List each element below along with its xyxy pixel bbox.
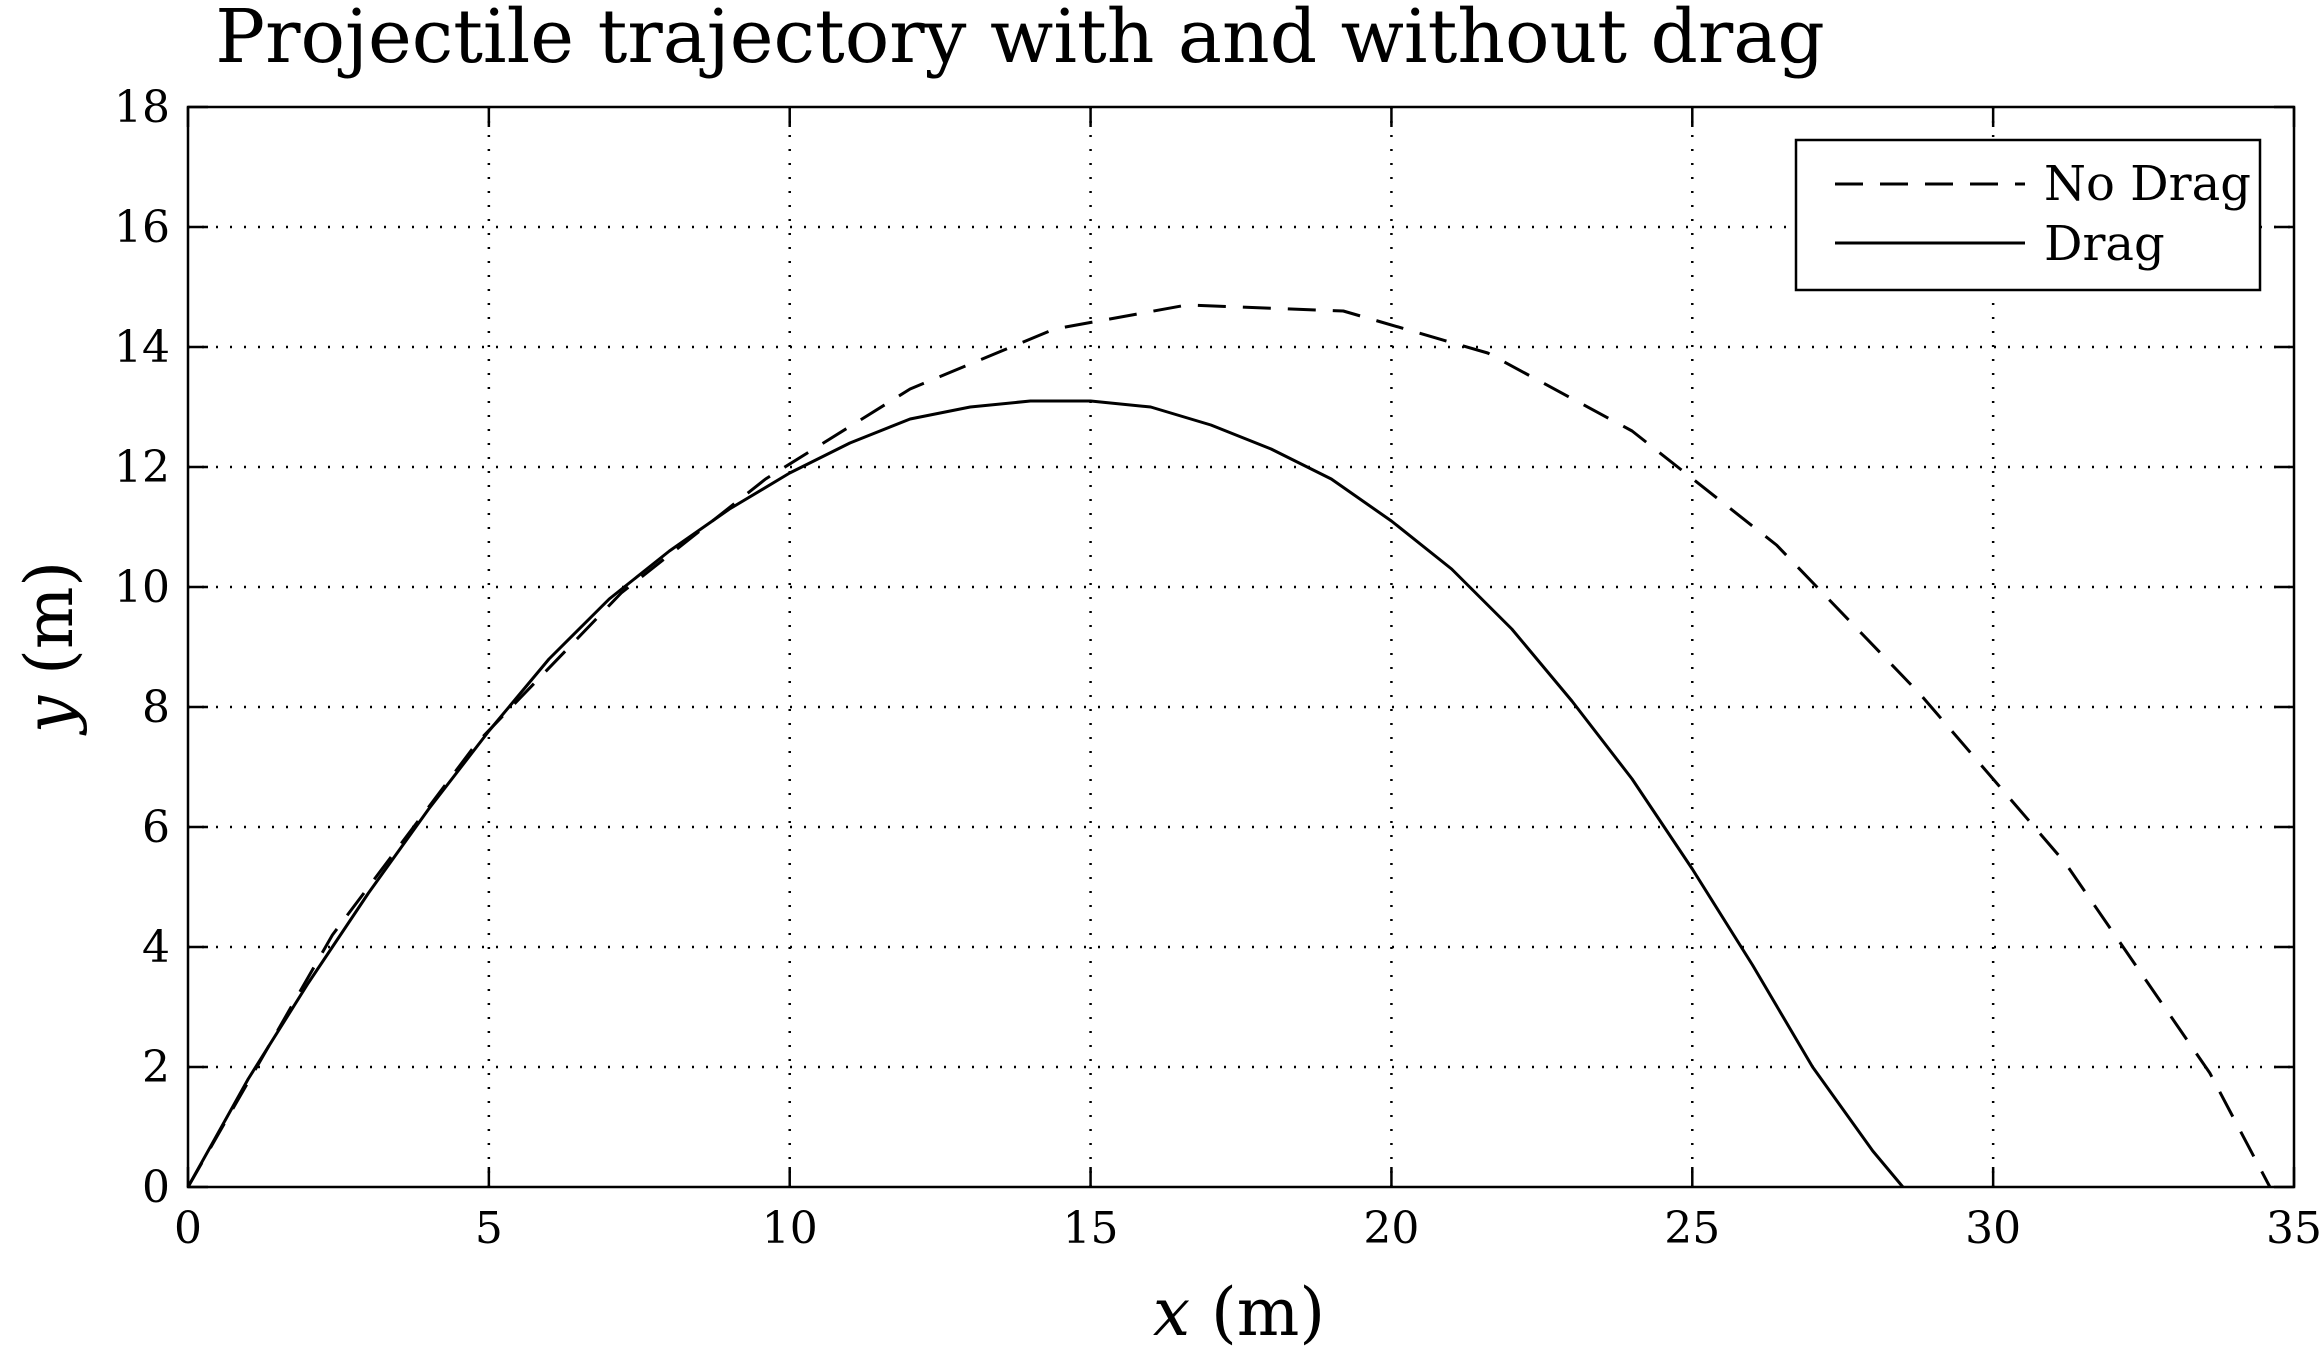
x-tick-label: 35 xyxy=(2266,1203,2320,1254)
y-tick-label: 14 xyxy=(114,322,170,373)
plot-area xyxy=(186,105,2296,1189)
y-tick-label: 12 xyxy=(114,442,170,493)
x-tick-label: 15 xyxy=(1063,1203,1119,1254)
x-tick-label: 5 xyxy=(475,1203,503,1254)
y-tick-label: 8 xyxy=(142,682,170,733)
chart-title: Projectile trajectory with and without d… xyxy=(215,0,1824,80)
series-lines xyxy=(186,303,2272,1188)
series-line-drag xyxy=(186,399,1905,1188)
legend: No Drag Drag xyxy=(1794,138,2262,292)
y-tick-label: 4 xyxy=(142,922,170,973)
x-tick-label: 0 xyxy=(174,1203,202,1254)
x-tick-label: 20 xyxy=(1363,1203,1419,1254)
y-tick-label: 16 xyxy=(114,202,170,253)
y-tick-label: 10 xyxy=(114,562,170,613)
x-tick-label: 25 xyxy=(1664,1203,1720,1254)
series-line-no-drag xyxy=(186,303,2272,1188)
x-axis-unit: (m) xyxy=(1190,1274,1325,1351)
x-tick-label: 30 xyxy=(1965,1203,2021,1254)
y-tick-label: 0 xyxy=(142,1162,170,1213)
legend-label-no-drag: No Drag xyxy=(2044,156,2251,212)
y-tick-label: 18 xyxy=(114,82,170,133)
axis-ticks: 0 5 10 15 20 25 30 35 0 2 4 6 8 10 12 14 16 18 xyxy=(114,82,2320,1254)
x-axis-label: x (m) xyxy=(1153,1274,1325,1351)
grid xyxy=(188,107,2294,1187)
y-axis-variable: y xyxy=(11,695,88,736)
x-tick-label: 10 xyxy=(762,1203,818,1254)
legend-box xyxy=(1794,138,2262,292)
y-tick-label: 2 xyxy=(142,1042,170,1093)
y-tick-label: 6 xyxy=(142,802,170,853)
x-axis-variable: x xyxy=(1153,1274,1190,1351)
y-axis-label: y (m) xyxy=(11,561,88,736)
y-axis-unit: (m) xyxy=(11,561,88,696)
legend-label-drag: Drag xyxy=(2044,216,2165,272)
